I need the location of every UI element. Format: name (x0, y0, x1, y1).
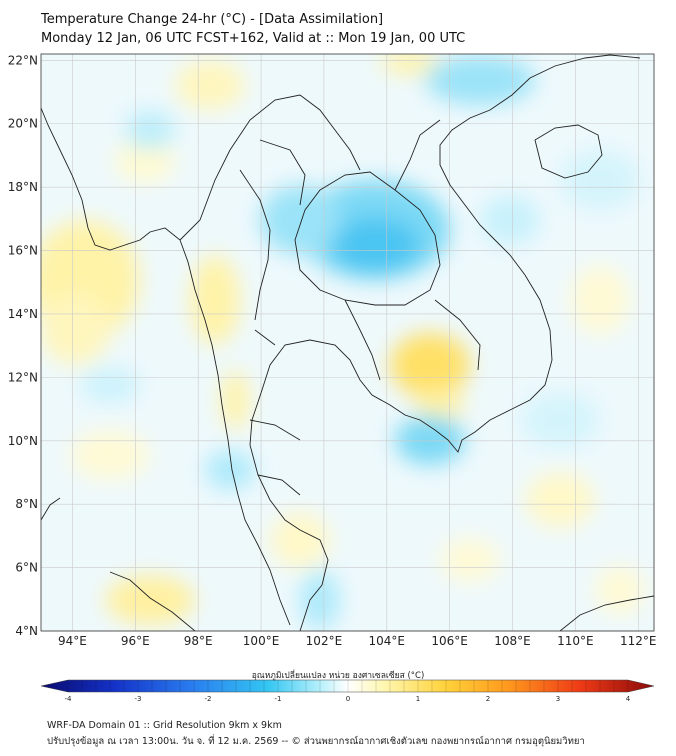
map-frame (40, 53, 655, 632)
longitude-label: 96°E (121, 634, 150, 648)
longitude-label: 98°E (184, 634, 213, 648)
longitude-label: 108°E (494, 634, 531, 648)
latitude-label: 6°N (15, 561, 38, 575)
longitude-label: 112°E (620, 634, 657, 648)
graticule (41, 54, 654, 632)
longitude-label: 106°E (431, 634, 468, 648)
longitude-label: 102°E (306, 634, 343, 648)
latitude-label: 20°N (8, 117, 38, 131)
latitude-label: 22°N (8, 53, 38, 67)
longitude-label: 110°E (557, 634, 594, 648)
coastlines-and-borders (41, 54, 654, 631)
latitude-label: 18°N (8, 180, 38, 194)
colorbar-tick-label: 1 (416, 695, 420, 703)
colorbar-tick-labels: -4 -3 -2 -1 0 1 2 3 4 (65, 695, 631, 703)
longitude-label: 100°E (243, 634, 280, 648)
footer-model-info: WRF-DA Domain 01 :: Grid Resolution 9km … (47, 720, 282, 731)
latitude-label: 14°N (8, 307, 38, 321)
latitude-label: 12°N (8, 370, 38, 384)
colorbar-tick-label: 3 (556, 695, 560, 703)
latitude-labels: 22°N 20°N 18°N 16°N 14°N 12°N 10°N 8°N 6°N 4°N (8, 53, 38, 638)
temperature-field (41, 54, 654, 631)
latitude-label: 8°N (15, 497, 38, 511)
longitude-label: 104°E (369, 634, 406, 648)
latitude-label: 10°N (8, 434, 38, 448)
colorbar-tick-label: -1 (275, 695, 282, 703)
footer-update-info: ปรับปรุงข้อมูล ณ เวลา 13:00น. วัน จ. ที่… (47, 736, 585, 747)
longitude-label: 94°E (58, 634, 87, 648)
colorbar-tick-label: -3 (135, 695, 142, 703)
colorbar-tick-label: -2 (205, 695, 212, 703)
colorbar-divisions (67, 680, 629, 692)
colorbar-tick-label: 0 (346, 695, 350, 703)
colorbar (40, 679, 655, 693)
colorbar-tick-label: -4 (65, 695, 73, 703)
latitude-label: 4°N (15, 624, 38, 638)
latitude-label: 16°N (8, 244, 38, 258)
colorbar-tick-label: 4 (626, 695, 631, 703)
colorbar-title: อุณหภูมิเปลี่ยนแปลง หน่วย องศาเซลเซียส (… (251, 671, 425, 681)
map-subtitle: Monday 12 Jan, 06 UTC FCST+162, Valid at… (41, 31, 466, 46)
colorbar-tick-label: 2 (486, 695, 490, 703)
map-title: Temperature Change 24-hr (°C) - [Data As… (41, 12, 384, 27)
longitude-labels: 94°E 96°E 98°E 100°E 102°E 104°E 106°E 108°E 110… (58, 634, 657, 648)
